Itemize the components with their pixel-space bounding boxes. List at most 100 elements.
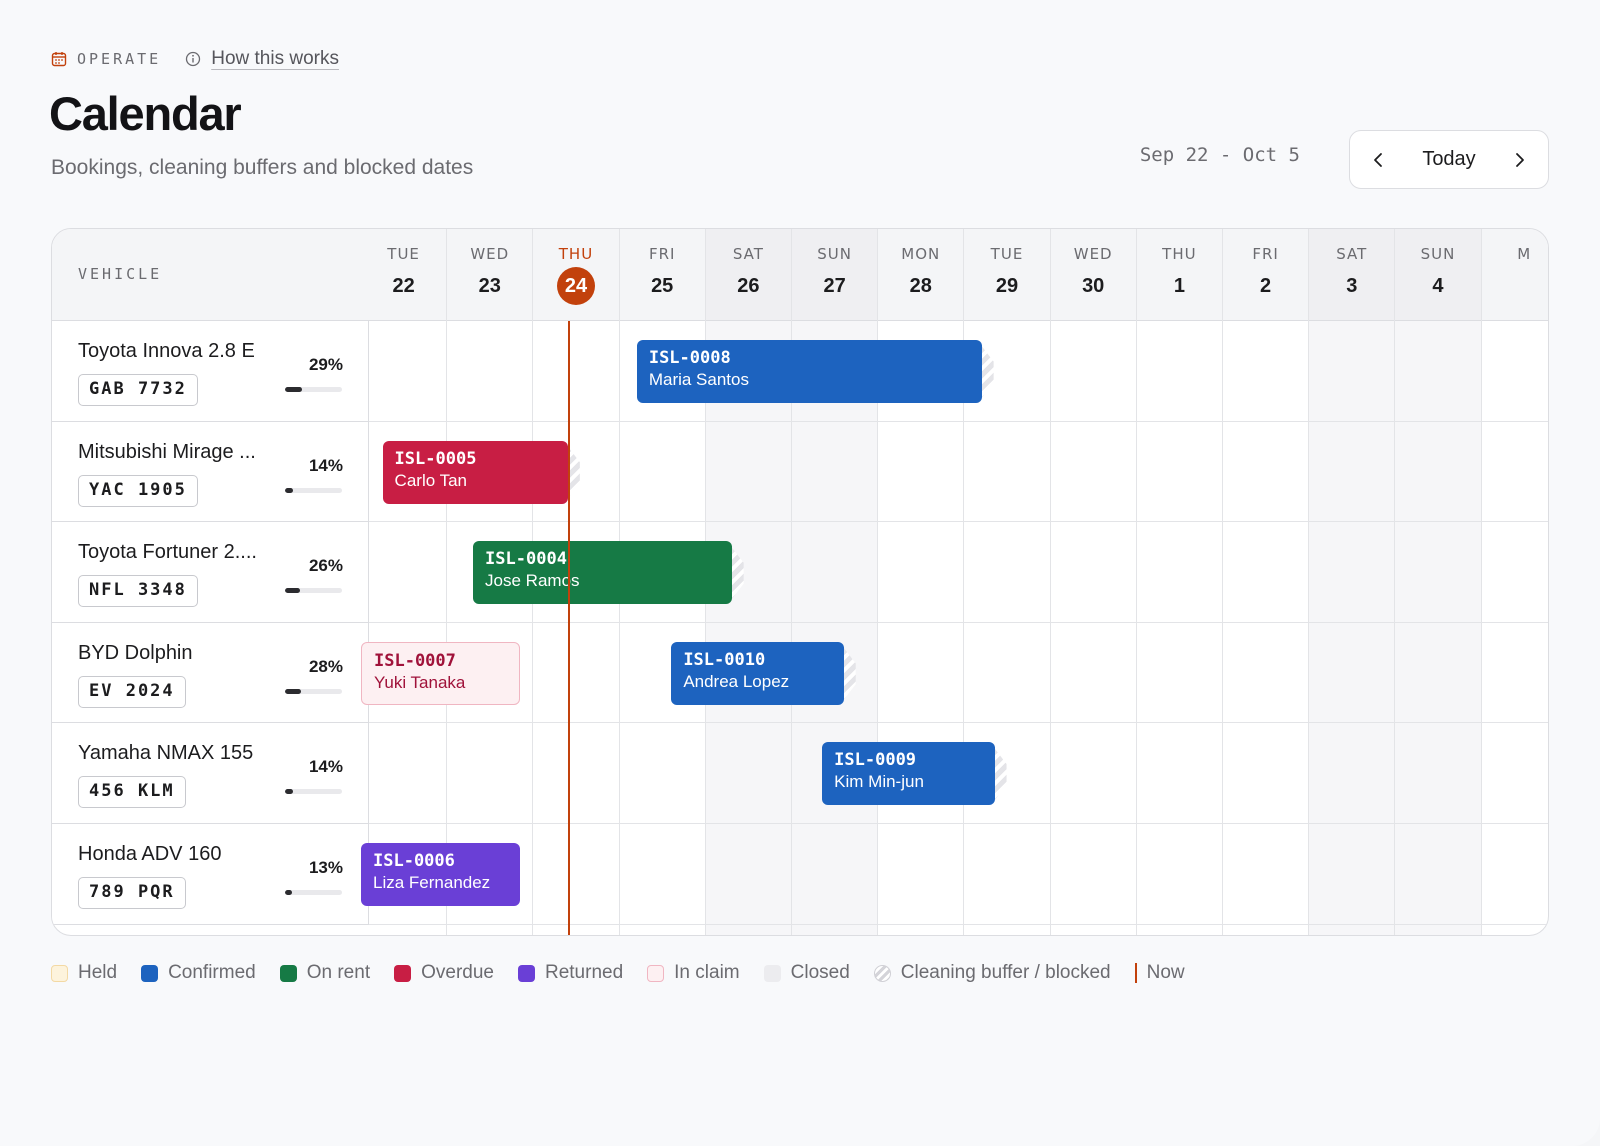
utilization-bar — [285, 487, 342, 493]
booking-bar[interactable]: ISL-0005 Carlo Tan — [382, 440, 568, 504]
day-header[interactable]: SUN 27 — [792, 229, 878, 321]
legend-swatch — [51, 964, 68, 982]
vehicle-column-header: VEHICLE — [52, 229, 369, 321]
day-column: SUN 27 — [792, 229, 879, 935]
day-of-week: WED — [470, 245, 510, 263]
plate-badge: YAC 1905 — [78, 474, 198, 507]
vehicle-row[interactable]: Toyota Innova 2.8 E GAB 7732 29% — [52, 321, 369, 422]
utilization-percent: 14% — [308, 757, 343, 777]
day-column: THU 1 — [1136, 229, 1223, 935]
day-of-week: SUN — [817, 245, 852, 263]
booking-customer: Jose Ramos — [485, 571, 580, 591]
day-of-week: SAT — [732, 245, 764, 263]
booking-customer: Liza Fernandez — [373, 873, 491, 892]
today-marker: 24 — [556, 267, 595, 305]
legend-swatch — [647, 964, 665, 982]
legend-label: Cleaning buffer / blocked — [900, 962, 1111, 983]
vehicle-name: BYD Dolphin — [78, 641, 193, 664]
vehicle-name: Toyota Fortuner 2.... — [78, 541, 257, 564]
legend-label: In claim — [674, 962, 740, 983]
booking-code: ISL-0008 — [648, 348, 731, 368]
legend-label: Held — [78, 962, 118, 983]
vehicle-row[interactable]: Honda ADV 160 789 PQR 13% — [52, 824, 369, 925]
booking-code: ISL-0007 — [374, 650, 456, 671]
day-header[interactable]: FRI 2 — [1223, 229, 1309, 321]
day-column: WED 30 — [1050, 229, 1137, 935]
day-header[interactable]: SAT 3 — [1309, 229, 1395, 321]
plate-badge: 789 PQR — [78, 877, 186, 909]
row-divider — [369, 521, 1548, 523]
day-header[interactable]: M — [1481, 229, 1548, 321]
day-header[interactable]: TUE 29 — [964, 229, 1050, 321]
booking-code: ISL-0005 — [394, 448, 477, 469]
day-number: 29 — [995, 275, 1019, 297]
cleaning-buffer — [994, 748, 1007, 801]
booking-customer: Andrea Lopez — [683, 671, 790, 691]
day-of-week: TUE — [990, 245, 1024, 263]
day-column: SUN 4 — [1395, 229, 1482, 935]
day-header[interactable]: WED 30 — [1050, 229, 1136, 321]
booking-bar[interactable]: ISL-0007 Yuki Tanaka — [361, 641, 521, 705]
day-header[interactable]: FRI 25 — [619, 229, 705, 321]
legend-item: In claim — [647, 962, 740, 984]
vehicle-name: Honda ADV 160 — [78, 843, 222, 865]
booking-bar[interactable]: ISL-0009 Kim Min-jun — [822, 742, 995, 806]
day-header[interactable]: WED 23 — [447, 229, 533, 321]
booking-bar[interactable]: ISL-0004 Jose Ramos — [473, 541, 732, 605]
legend-swatch — [141, 964, 159, 982]
booking-customer: Carlo Tan — [394, 470, 467, 490]
row-divider — [369, 722, 1548, 724]
page-subtitle: Bookings, cleaning buffers and blocked d… — [51, 156, 474, 179]
vehicle-row[interactable]: BYD Dolphin EV 2024 28% — [52, 622, 369, 724]
booking-bar[interactable]: ISL-0010 Andrea Lopez — [671, 641, 844, 705]
vehicle-row[interactable]: Yamaha NMAX 155 456 KLM 14% — [52, 723, 369, 824]
row-divider — [369, 420, 1548, 422]
booking-bar[interactable]: ISL-0006 Liza Fernandez — [361, 843, 521, 906]
today-button[interactable]: Today — [1422, 148, 1476, 170]
utilization-bar — [285, 789, 342, 795]
day-header[interactable]: THU 1 — [1136, 229, 1222, 321]
calendar-icon — [51, 51, 67, 67]
legend-label: Now — [1146, 962, 1185, 983]
vehicle-row[interactable]: Toyota Fortuner 2.... NFL 3348 26% — [52, 522, 369, 623]
vehicle-name: Yamaha NMAX 155 — [78, 742, 254, 765]
utilization-bar-fill — [285, 688, 301, 694]
legend-swatch — [279, 964, 297, 982]
vehicle-row[interactable]: Mitsubishi Mirage ... YAC 1905 14% — [52, 421, 369, 523]
day-column: SAT 3 — [1309, 229, 1396, 935]
day-of-week: THU — [558, 245, 594, 263]
chevron-left-icon[interactable] — [1368, 149, 1390, 171]
legend-label: On rent — [306, 962, 371, 983]
legend-swatch — [517, 964, 535, 982]
day-number: 2 — [1260, 275, 1272, 297]
day-header[interactable]: TUE 22 — [361, 229, 447, 321]
day-number: 22 — [392, 275, 415, 297]
booking-bar[interactable]: ISL-0008 Maria Santos — [636, 340, 982, 403]
row-divider — [369, 923, 1548, 925]
legend-swatch — [1134, 963, 1137, 983]
utilization-bar — [285, 688, 342, 694]
legend-item: Held — [51, 962, 117, 984]
booking-code: ISL-0006 — [373, 851, 455, 871]
legend-swatch — [394, 964, 412, 982]
booking-code: ISL-0010 — [683, 649, 766, 670]
day-header[interactable]: THU 24 — [533, 229, 619, 321]
day-column: WED 23 — [447, 229, 534, 935]
how-this-works-link[interactable]: How this works — [211, 48, 339, 69]
day-header[interactable]: SAT 26 — [705, 229, 791, 321]
plate-badge: 456 KLM — [78, 776, 186, 809]
day-column: MON 28 — [878, 229, 965, 935]
chevron-right-icon[interactable] — [1508, 149, 1530, 171]
day-header[interactable]: SUN 4 — [1395, 229, 1481, 321]
utilization-bar-fill — [285, 588, 300, 594]
cleaning-buffer — [731, 547, 744, 600]
day-number: 1 — [1173, 275, 1185, 297]
legend-swatch — [763, 964, 781, 982]
day-number: 28 — [909, 275, 932, 297]
day-number: 3 — [1346, 275, 1358, 297]
day-header[interactable]: MON 28 — [878, 229, 964, 321]
legend-item: Overdue — [394, 962, 494, 984]
legend-item: Closed — [763, 962, 850, 984]
day-number: 26 — [737, 275, 760, 297]
day-number: 25 — [651, 275, 674, 297]
